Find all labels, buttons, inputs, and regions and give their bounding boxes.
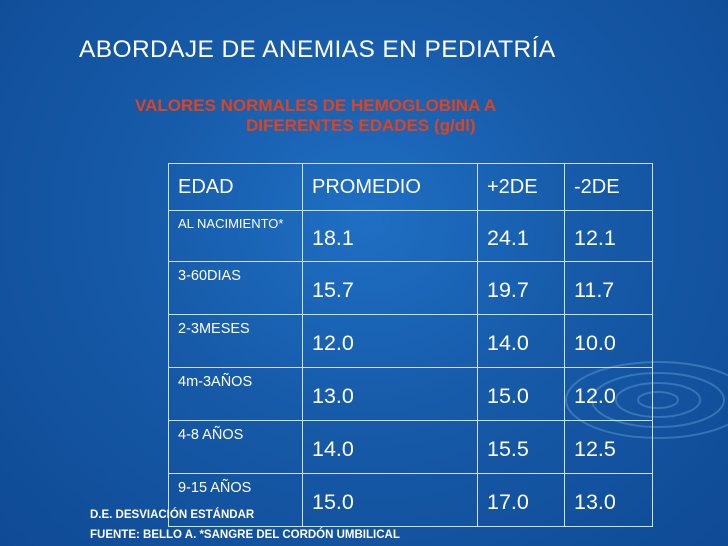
plus-2de-cell: 15.0: [477, 367, 565, 421]
plus-2de-cell: 15.5: [477, 420, 565, 474]
age-cell: 2-3MESES: [168, 314, 303, 368]
age-cell: AL NACIMIENTO*: [168, 210, 303, 262]
table-row: 4-8 AÑOS 14.0 15.5 12.5: [168, 420, 653, 474]
promedio-cell: 15.0: [302, 473, 478, 527]
age-cell: 3-60DIAS: [168, 261, 303, 315]
plus-2de-cell: 19.7: [477, 261, 565, 315]
hemoglobin-table: EDAD PROMEDIO +2DE -2DE AL NACIMIENTO* 1…: [168, 163, 653, 527]
subtitle-line-2: DIFERENTES EDADES (g/dl): [246, 116, 476, 135]
table-row: 3-60DIAS 15.7 19.7 11.7: [168, 261, 653, 315]
table-row: 4m-3AÑOS 13.0 15.0 12.0: [168, 367, 653, 421]
minus-2de-cell: 12.0: [564, 367, 653, 421]
age-cell: 4m-3AÑOS: [168, 367, 303, 421]
plus-2de-cell: 14.0: [477, 314, 565, 368]
table-header-row: EDAD PROMEDIO +2DE -2DE: [168, 163, 653, 211]
promedio-cell: 15.7: [302, 261, 478, 315]
slide-title: ABORDAJE DE ANEMIAS EN PEDIATRÍA: [79, 36, 556, 63]
table-row: 9-15 AÑOS 15.0 17.0 13.0: [168, 473, 653, 527]
plus-2de-cell: 24.1: [477, 210, 565, 262]
table-row: AL NACIMIENTO* 18.1 24.1 12.1: [168, 210, 653, 262]
table-row: 2-3MESES 12.0 14.0 10.0: [168, 314, 653, 368]
minus-2de-cell: 12.1: [564, 210, 653, 262]
header-promedio: PROMEDIO: [302, 163, 478, 211]
table-subtitle: VALORES NORMALES DE HEMOGLOBINA A DIFERE…: [130, 96, 660, 136]
promedio-cell: 14.0: [302, 420, 478, 474]
header-edad: EDAD: [168, 163, 303, 211]
age-cell: 4-8 AÑOS: [168, 420, 303, 474]
minus-2de-cell: 10.0: [564, 314, 653, 368]
minus-2de-cell: 13.0: [564, 473, 653, 527]
promedio-cell: 12.0: [302, 314, 478, 368]
footnote-abbreviation: D.E. DESVIACIÓN ESTÁNDAR: [90, 509, 255, 521]
minus-2de-cell: 11.7: [564, 261, 653, 315]
header-plus-2de: +2DE: [477, 163, 565, 211]
minus-2de-cell: 12.5: [564, 420, 653, 474]
footnote-source: FUENTE: BELLO A. *SANGRE DEL CORDÓN UMBI…: [90, 529, 400, 541]
promedio-cell: 13.0: [302, 367, 478, 421]
promedio-cell: 18.1: [302, 210, 478, 262]
subtitle-line-1: VALORES NORMALES DE HEMOGLOBINA A: [135, 96, 497, 115]
age-cell: 9-15 AÑOS: [168, 473, 303, 527]
header-minus-2de: -2DE: [564, 163, 653, 211]
plus-2de-cell: 17.0: [477, 473, 565, 527]
